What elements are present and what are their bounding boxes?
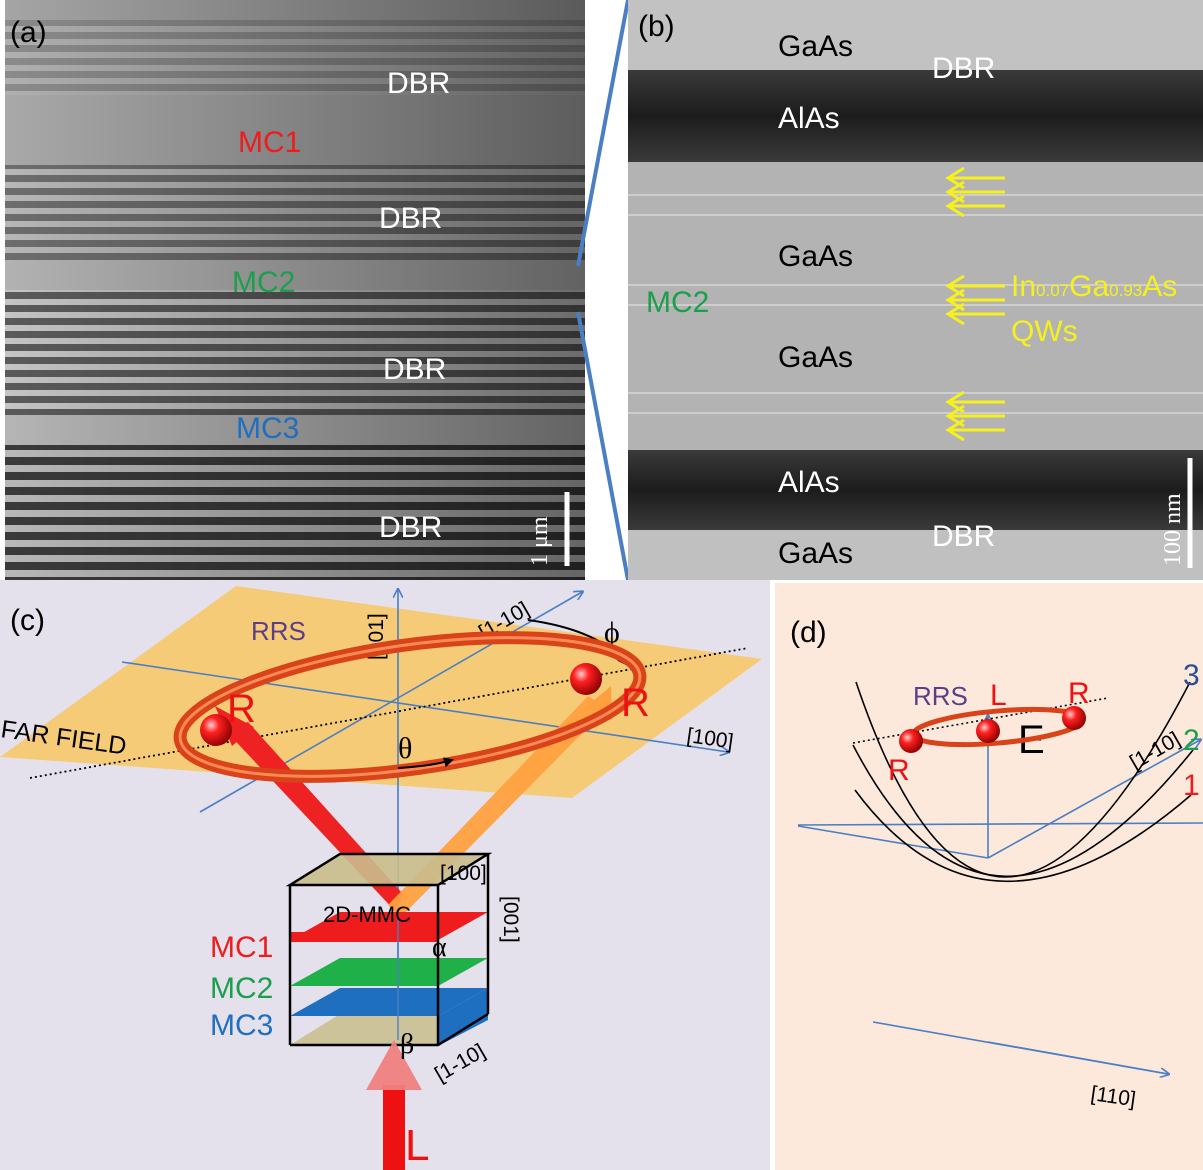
cube-axis-100: [100] — [440, 862, 487, 885]
point-r-left-label: R — [227, 687, 256, 731]
point-r-right-label: R — [621, 681, 650, 725]
panel-d-label: (d) — [790, 616, 827, 649]
dotted-line-d2 — [852, 697, 1109, 744]
mc2-label-b: MC2 — [646, 286, 709, 319]
dbr-b-bottom: DBR — [932, 520, 995, 553]
input-label: L — [405, 1121, 429, 1170]
panel-a: (a) DBR MC1 DBR MC2 DBR MC3 DBR 1 μm — [5, 0, 585, 580]
mc2-label-a: MC2 — [232, 266, 295, 299]
point-r-right — [570, 663, 602, 695]
qw-composition: In0.07Ga0.93As — [1011, 270, 1177, 303]
branch-1-label: 1 — [1183, 769, 1200, 802]
dbr-b-top: DBR — [932, 52, 995, 85]
alpha-label: α — [432, 932, 447, 963]
beam-left-head — [215, 706, 254, 746]
zoom-line-bottom — [576, 311, 630, 581]
point-r-left — [200, 714, 232, 746]
panel-b-label: (b) — [638, 10, 675, 43]
theta-label: θ — [398, 732, 412, 765]
zoom-line-top — [576, 0, 630, 267]
axis-1-10-d — [797, 822, 1203, 826]
mc1-label-a: MC1 — [238, 126, 301, 159]
dbr-label-a2: DBR — [379, 202, 442, 235]
cube — [285, 852, 493, 1047]
qw-arrow — [945, 418, 1005, 442]
mc2-label-c: MC2 — [210, 972, 273, 1005]
scalebar-b-label: 100 nm — [1160, 493, 1186, 566]
branch-2 — [852, 744, 1194, 877]
panel-b: (b) GaAs DBR AlAs GaAs MC2 GaAs AlAs DBR… — [628, 0, 1203, 580]
branch-3-label: 3 — [1183, 659, 1200, 692]
mc1-label-c: MC1 — [210, 931, 273, 964]
point-l — [976, 719, 1000, 743]
phi-label: ϕ — [604, 616, 620, 649]
branch-1 — [854, 789, 1192, 882]
point-r-d-left-label: R — [888, 754, 910, 787]
panel-a-label: (a) — [10, 16, 47, 49]
mc3-label-c: MC3 — [210, 1009, 273, 1042]
dbr-label-a1: DBR — [387, 67, 450, 100]
point-r-d-right-label: R — [1068, 677, 1090, 710]
alas-bottom: AlAs — [778, 466, 840, 499]
point-r-d-left — [899, 729, 923, 753]
cube-axis-001: [001] — [499, 896, 522, 943]
panel-c: (c) [001] [1-10] [100] ϕ RRS R R FAR FIE… — [0, 580, 770, 1170]
qw-arrow — [945, 194, 1005, 218]
point-r-d-right — [1062, 706, 1086, 730]
device-label: 2D-MMC — [323, 902, 411, 927]
qw-arrow — [945, 302, 1005, 326]
dbr-label-a4: DBR — [379, 511, 442, 544]
dotted-line — [29, 647, 749, 779]
qw-arrows — [945, 166, 1005, 442]
branch-2-label: 2 — [1183, 724, 1200, 757]
alas-top: AlAs — [778, 102, 840, 135]
axis-1-10-d-diag — [987, 740, 1200, 859]
gaas-mid2: GaAs — [778, 341, 853, 374]
rrs-label-c: RRS — [251, 616, 306, 646]
dbr-label-a3: DBR — [383, 353, 446, 386]
input-beam — [383, 1085, 405, 1170]
panel-c-label: (c) — [10, 604, 45, 637]
gaas-top: GaAs — [778, 30, 853, 63]
theta-arc — [397, 757, 454, 769]
beta-label: β — [400, 1029, 414, 1060]
mc3-label-a: MC3 — [236, 412, 299, 445]
axis-110-arrow — [987, 1041, 1168, 1074]
gaas-bottom: GaAs — [778, 537, 853, 570]
gaas-mid1: GaAs — [778, 240, 853, 273]
scalebar-a-label: 1 μm — [527, 516, 553, 566]
qw-label: QWs — [1011, 315, 1078, 348]
point-l-label: L — [990, 679, 1007, 712]
panel-d: (d) E 3 2 1 RRS L R R [1-10] [110] — [775, 583, 1203, 1170]
rrs-label-d: RRS — [913, 681, 968, 711]
